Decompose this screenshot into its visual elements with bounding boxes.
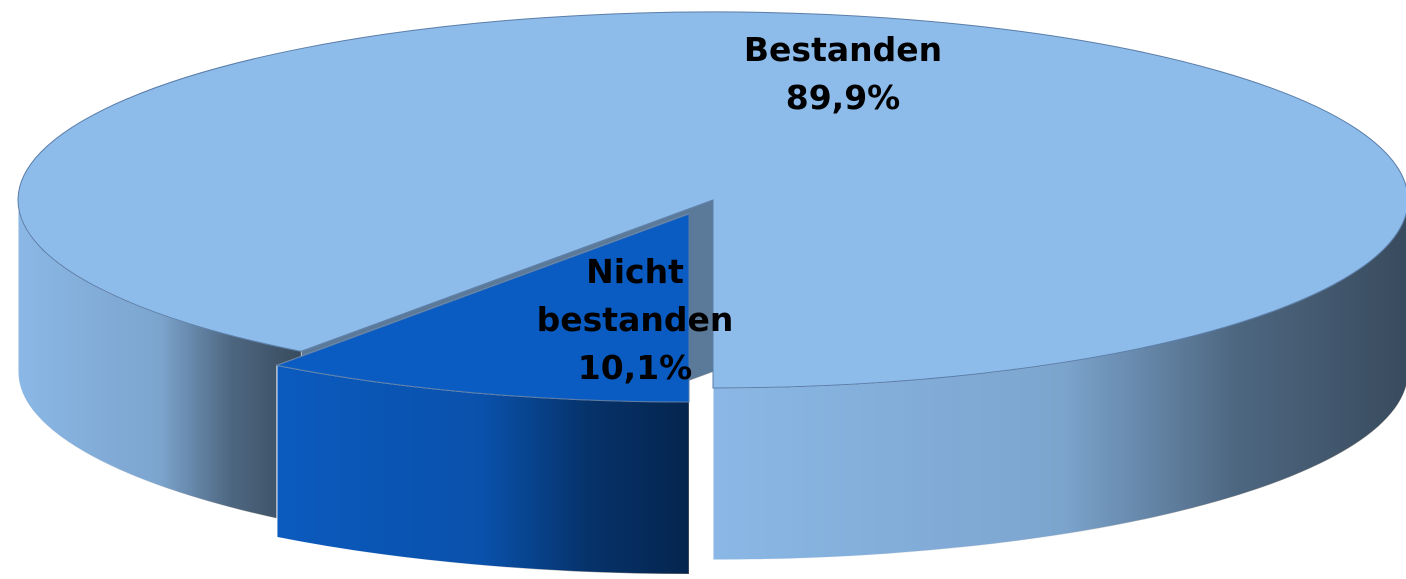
category-label: Nicht bestanden	[536, 252, 734, 339]
slice	[17, 11, 1406, 389]
slice-side-shade	[276, 365, 689, 574]
slice-side-shade	[713, 213, 1406, 560]
slice	[275, 213, 690, 403]
value-label: 10,1%	[577, 348, 693, 387]
slice-label: Bestanden 89,9%	[703, 26, 983, 122]
slice-label: Nicht bestanden 10,1%	[530, 248, 740, 392]
category-label: Bestanden	[743, 30, 943, 69]
slice-side-shade	[18, 200, 301, 524]
value-label: 89,9%	[785, 78, 901, 117]
